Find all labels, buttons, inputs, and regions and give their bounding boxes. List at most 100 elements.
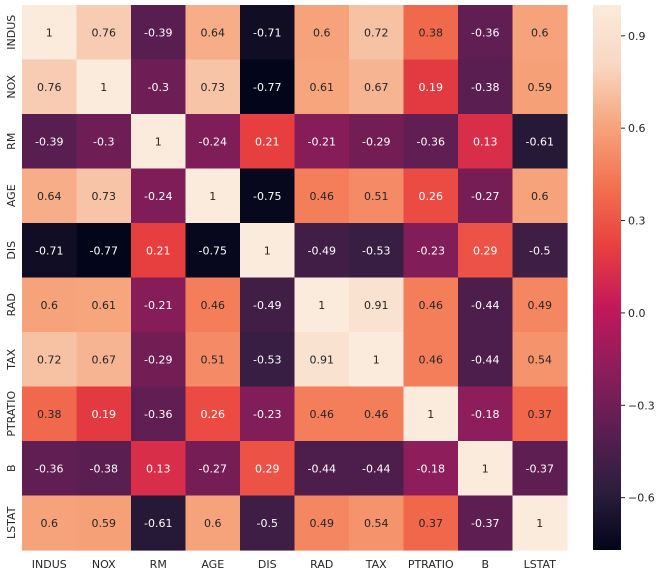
heatmap-cell	[185, 277, 241, 333]
heatmap-cell	[240, 168, 296, 224]
cell-value-label: -0.29	[144, 353, 172, 366]
heatmap-cell	[185, 114, 241, 170]
cell-value-label: 0.72	[364, 26, 389, 39]
cell-value-label: -0.49	[308, 244, 336, 257]
heatmap-cell	[76, 386, 132, 442]
cell-value-label: -0.21	[308, 135, 336, 148]
cell-value-label: -0.38	[90, 462, 118, 475]
heatmap-cell	[76, 223, 132, 279]
y-tick-label: B	[5, 464, 18, 472]
heatmap-cell	[22, 114, 78, 170]
heatmap-cell	[76, 168, 132, 224]
y-tick-label: NOX	[5, 74, 18, 98]
cell-value-label: 0.67	[364, 81, 389, 94]
heatmap-cell	[403, 59, 459, 115]
cell-value-label: 0.59	[92, 517, 117, 530]
cell-value-label: 1	[209, 190, 216, 203]
heatmap-cell	[458, 59, 514, 115]
heatmap-cell	[349, 495, 405, 551]
cell-value-label: 0.46	[201, 299, 226, 312]
cell-value-label: -0.75	[199, 244, 227, 257]
heatmap-cell	[294, 277, 350, 333]
heatmap-cell	[131, 59, 187, 115]
cell-value-label: 0.46	[419, 299, 444, 312]
heatmap-cell	[512, 495, 568, 551]
y-axis-tick-labels: INDUS NOX RM AGE DIS RAD TAX PTRATIO B LSTAT	[5, 15, 18, 539]
cell-value-label: 0.61	[310, 81, 335, 94]
x-tick-label: TAX	[365, 558, 387, 571]
y-tick-label: TAX	[5, 348, 18, 370]
heatmap-cell	[76, 5, 132, 61]
cell-value-label: 0.51	[364, 190, 389, 203]
heatmap-cell	[512, 223, 568, 279]
cell-value-label: -0.38	[471, 81, 499, 94]
cell-value-label: 0.64	[37, 190, 62, 203]
x-axis-tick-labels: INDUS NOX RM AGE DIS RAD TAX PTRATIO B LSTAT	[32, 558, 556, 571]
cell-value-label: 0.49	[310, 517, 335, 530]
heatmap-cell	[131, 114, 187, 170]
heatmap-cell	[240, 114, 296, 170]
cell-value-label: 1	[155, 135, 162, 148]
cell-value-label: 1	[46, 26, 53, 39]
cell-value-label: -0.49	[253, 299, 281, 312]
cell-value-label: -0.77	[90, 244, 118, 257]
cell-value-label: 0.76	[37, 81, 62, 94]
heatmap-cell	[294, 114, 350, 170]
cell-value-label: -0.61	[526, 135, 554, 148]
heatmap-cell	[512, 386, 568, 442]
cell-value-label: -0.53	[362, 244, 390, 257]
cell-value-label: 0.29	[473, 244, 498, 257]
heatmap-cell	[349, 386, 405, 442]
heatmap-cell	[349, 332, 405, 388]
heatmap-cell	[512, 168, 568, 224]
cell-value-label: 0.54	[528, 353, 553, 366]
cell-value-label: 0.67	[92, 353, 117, 366]
heatmap-cell	[22, 277, 78, 333]
cell-value-label: 0.6	[313, 26, 331, 39]
cell-value-label: 0.19	[92, 408, 117, 421]
cell-value-label: 0.91	[310, 353, 335, 366]
colorbar-tick-label: 0.9	[628, 30, 646, 43]
heatmap-cell	[294, 495, 350, 551]
heatmap-cell	[403, 114, 459, 170]
heatmap-cell	[240, 277, 296, 333]
cell-value-label: -0.36	[417, 135, 445, 148]
x-tick-label: RAD	[310, 558, 333, 571]
x-tick-label: B	[481, 558, 489, 571]
cell-value-label: -0.29	[362, 135, 390, 148]
x-tick-label: NOX	[92, 558, 116, 571]
cell-value-label: 0.6	[41, 517, 59, 530]
cell-value-label: -0.77	[253, 81, 281, 94]
heatmap-cell	[458, 441, 514, 497]
cell-value-label: 1	[373, 353, 380, 366]
x-tick-label: PTRATIO	[408, 558, 454, 571]
cell-value-label: -0.3	[148, 81, 169, 94]
colorbar-ticks: 0.9 0.6 0.3 0.0 −0.3 −0.6	[621, 30, 655, 505]
cell-value-label: -0.24	[199, 135, 227, 148]
heatmap-cell	[458, 386, 514, 442]
cell-value-label: -0.18	[417, 462, 445, 475]
cell-value-label: 0.13	[146, 462, 171, 475]
colorbar-tick-label: 0.0	[628, 307, 646, 320]
cell-value-label: 0.61	[92, 299, 117, 312]
heatmap-cell	[240, 332, 296, 388]
heatmap-cell	[76, 277, 132, 333]
heatmap-cell	[131, 168, 187, 224]
cell-value-label: 0.54	[364, 517, 389, 530]
cell-value-label: 0.13	[473, 135, 498, 148]
heatmap-cell	[131, 5, 187, 61]
colorbar-tick-label: 0.6	[628, 122, 646, 135]
heatmap-cell	[349, 441, 405, 497]
heatmap-cell	[240, 59, 296, 115]
colorbar-tick-label: −0.3	[628, 399, 655, 412]
heatmap-cell	[76, 495, 132, 551]
cell-value-label: -0.71	[253, 26, 281, 39]
heatmap-cell	[458, 223, 514, 279]
heatmap-cell	[349, 5, 405, 61]
x-tick-label: DIS	[258, 558, 277, 571]
cell-value-label: -0.44	[471, 299, 499, 312]
cell-value-label: 0.6	[41, 299, 59, 312]
y-tick-label: INDUS	[5, 15, 18, 50]
cell-value-label: 0.6	[204, 517, 222, 530]
heatmap-cell	[403, 495, 459, 551]
